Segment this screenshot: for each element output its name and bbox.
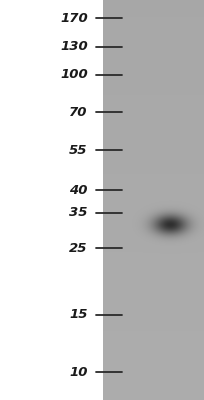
- Text: 100: 100: [60, 68, 88, 82]
- Text: 35: 35: [69, 206, 88, 220]
- Text: 40: 40: [69, 184, 88, 196]
- Text: 70: 70: [69, 106, 88, 118]
- Text: 10: 10: [69, 366, 88, 378]
- Text: 15: 15: [69, 308, 88, 322]
- Text: 55: 55: [69, 144, 88, 156]
- Text: 170: 170: [60, 12, 88, 24]
- Text: 25: 25: [69, 242, 88, 254]
- Text: 130: 130: [60, 40, 88, 54]
